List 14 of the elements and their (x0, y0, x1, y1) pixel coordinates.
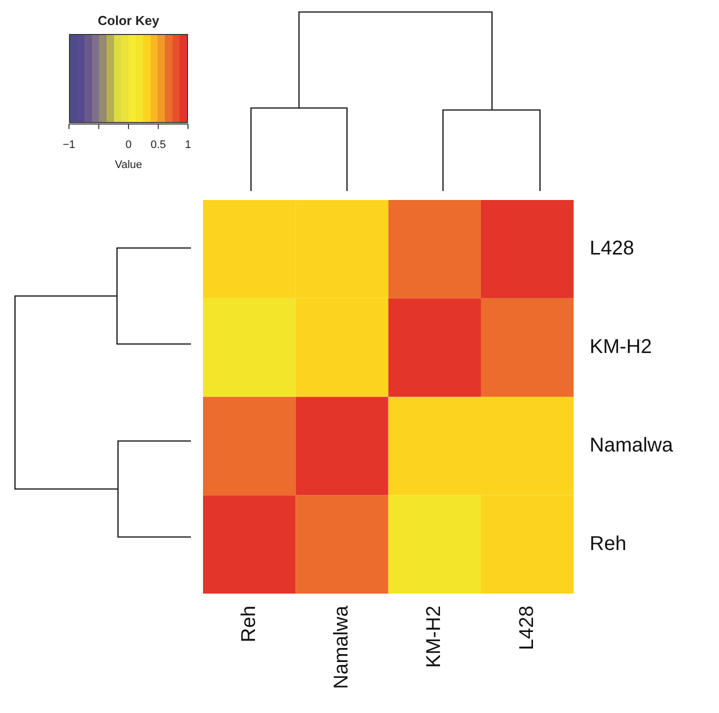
color-bar-label: 1 (184, 139, 192, 151)
x-tick-label: Reh (238, 606, 260, 642)
color-bar-title: Value (114, 159, 142, 171)
legend-title: Color Key (98, 13, 160, 28)
x-tick-label: L428 (516, 606, 538, 650)
color-bar-label: −1 (62, 139, 76, 151)
y-tick-label: L428 (590, 238, 634, 260)
y-tick-label: Reh (590, 532, 626, 555)
x-tick-label: KM-H2 (423, 606, 446, 668)
x-tick-label: Namalwa (330, 604, 353, 689)
y-tick-label: KM-H2 (590, 336, 652, 358)
y-tick-label: Namalwa (590, 434, 674, 457)
color-bar-label: 0.5 (150, 139, 166, 151)
color-bar-label: 0 (125, 139, 132, 151)
